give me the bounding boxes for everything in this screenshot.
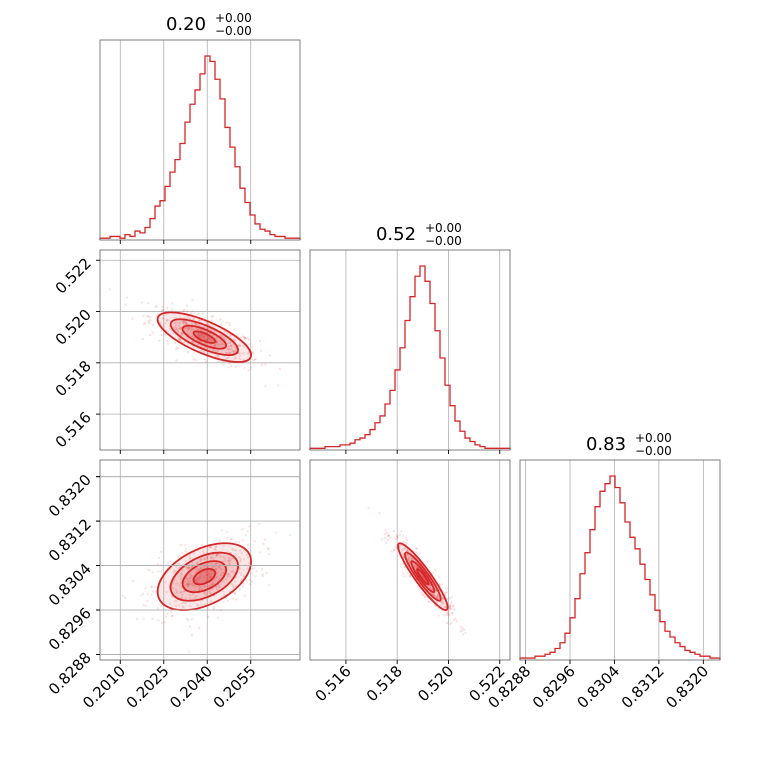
x-tick-label-p0: 0.2040 (166, 662, 216, 712)
contour-level-0 (397, 542, 449, 612)
x-tick-label-p2: 0.8312 (618, 662, 668, 712)
param-title-minus-0: −0.00 (215, 24, 252, 38)
histogram-step-2 (519, 475, 721, 660)
x-tick-label-p0: 0.2010 (79, 662, 129, 712)
contour-level-0 (156, 542, 252, 612)
x-tick-label-p0: 0.2025 (123, 662, 173, 712)
contour-level-3 (416, 567, 430, 586)
y-tick-label-p2: 0.8304 (45, 560, 95, 610)
x-tick-label-p1: 0.520 (414, 662, 457, 705)
x-tick-label-p2: 0.8304 (573, 662, 623, 712)
param-title-0: 0.20 (166, 14, 206, 35)
x-tick-label-p1: 0.518 (363, 662, 406, 705)
density-contours (397, 542, 449, 612)
param-title-plus-0: +0.00 (215, 11, 252, 25)
x-tick-label-p0: 0.2055 (210, 662, 260, 712)
param-title-minus-1: −0.00 (425, 234, 462, 248)
y-tick-label-p2: 0.8312 (45, 515, 95, 565)
density-contours (156, 542, 252, 612)
contour-level-2 (181, 560, 227, 594)
param-title-1: 0.52 (376, 224, 416, 245)
y-tick-label-p2: 0.8320 (45, 471, 95, 521)
y-tick-label-p2: 0.8296 (45, 604, 95, 654)
contour-level-1 (169, 551, 239, 602)
y-tick-label-p1: 0.522 (52, 254, 95, 297)
contour-level-1 (404, 551, 442, 602)
contour-level-1 (169, 318, 239, 356)
histogram-panel-0: 0.20 +0.00−0.00 (99, 11, 301, 244)
param-title-plus-2: +0.00 (635, 431, 672, 445)
contour-level-0 (156, 311, 252, 363)
y-tick-label-p1: 0.518 (52, 357, 95, 400)
x-tick-label-p1: 0.516 (312, 662, 355, 705)
y-tick-label-p1: 0.520 (52, 306, 95, 349)
param-title-plus-1: +0.00 (425, 221, 462, 235)
y-tick-label-p1: 0.516 (52, 408, 95, 451)
x-tick-label-p2: 0.8296 (529, 662, 579, 712)
x-tick-label-p2: 0.8320 (662, 662, 712, 712)
scatter-panel-p1-p0: 0.516 0.518 0.520 0.522 (52, 249, 301, 454)
param-title-2: 0.83 (586, 434, 626, 455)
scatter-panel-p2-p0: 0.20100.20250.20400.20550.82880.82960.83… (45, 459, 301, 712)
histogram-panel-1: 0.52 +0.00−0.00 (309, 221, 511, 454)
histogram-step-0 (99, 55, 301, 240)
contour-level-3 (192, 567, 217, 586)
param-title-minus-2: −0.00 (635, 444, 672, 458)
density-contours (156, 311, 252, 363)
contour-level-3 (192, 330, 217, 344)
histogram-step-1 (309, 265, 511, 450)
